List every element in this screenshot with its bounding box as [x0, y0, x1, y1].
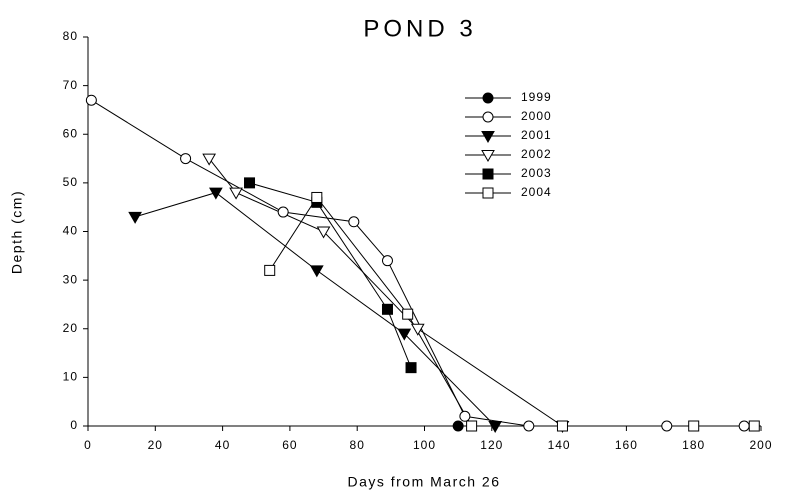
point [523, 420, 535, 432]
legend-label: 2002 [521, 147, 552, 161]
y-tick-label: 50 [63, 175, 78, 189]
x-tick-label: 120 [480, 438, 503, 452]
x-axis-label: Days from March 26 [347, 474, 500, 490]
point [488, 421, 503, 434]
y-tick-label: 40 [63, 224, 78, 238]
y-tick-label: 60 [63, 126, 78, 140]
x-tick-label: 40 [215, 438, 230, 452]
x-tick-label: 80 [350, 438, 365, 452]
point [316, 226, 331, 239]
point [229, 187, 243, 200]
point [277, 206, 289, 218]
point [738, 420, 750, 432]
point [381, 303, 393, 315]
point [556, 420, 568, 432]
point [397, 328, 412, 341]
point [381, 255, 393, 267]
point [452, 420, 464, 432]
y-tick-label: 70 [63, 78, 78, 92]
point [410, 323, 425, 336]
y-tick-label: 80 [63, 29, 78, 43]
legend-label: 1999 [521, 90, 552, 104]
y-tick-label: 30 [63, 272, 78, 286]
point [459, 410, 471, 422]
y-tick-label: 20 [63, 321, 78, 335]
legend-label: 2001 [521, 128, 552, 142]
legend-label: 2003 [521, 166, 552, 180]
point [348, 216, 360, 228]
x-tick-label: 140 [548, 438, 571, 452]
series-line [208, 158, 563, 427]
legend-marker [482, 187, 494, 199]
point [180, 153, 192, 165]
point [402, 308, 414, 320]
point [85, 94, 97, 106]
x-tick-label: 160 [615, 438, 638, 452]
x-tick-label: 200 [749, 438, 772, 452]
point [311, 191, 323, 203]
point [748, 420, 760, 432]
series-line [249, 182, 412, 368]
x-tick-label: 20 [148, 438, 163, 452]
point [264, 264, 276, 276]
x-tick-label: 60 [282, 438, 297, 452]
x-tick-label: 180 [682, 438, 705, 452]
point [209, 187, 223, 200]
y-tick-label: 10 [63, 370, 78, 384]
legend-marker [482, 111, 494, 123]
y-axis-label: Depth (cm) [9, 190, 25, 274]
x-tick-label: 100 [413, 438, 436, 452]
point [309, 265, 324, 278]
legend-marker [482, 92, 494, 104]
point [405, 362, 417, 374]
legend-marker [482, 168, 494, 180]
y-tick-label: 0 [70, 418, 78, 432]
legend-label: 2000 [521, 109, 552, 123]
point [244, 177, 256, 189]
point [202, 153, 217, 166]
legend-label: 2004 [521, 185, 552, 199]
legend-marker [481, 131, 495, 144]
point [466, 420, 478, 432]
point [688, 420, 700, 432]
point [128, 211, 142, 224]
chart-title: POND 3 [363, 15, 476, 42]
series-line [91, 99, 745, 427]
legend-marker [481, 150, 495, 163]
point [661, 420, 673, 432]
x-tick-label: 0 [84, 438, 92, 452]
